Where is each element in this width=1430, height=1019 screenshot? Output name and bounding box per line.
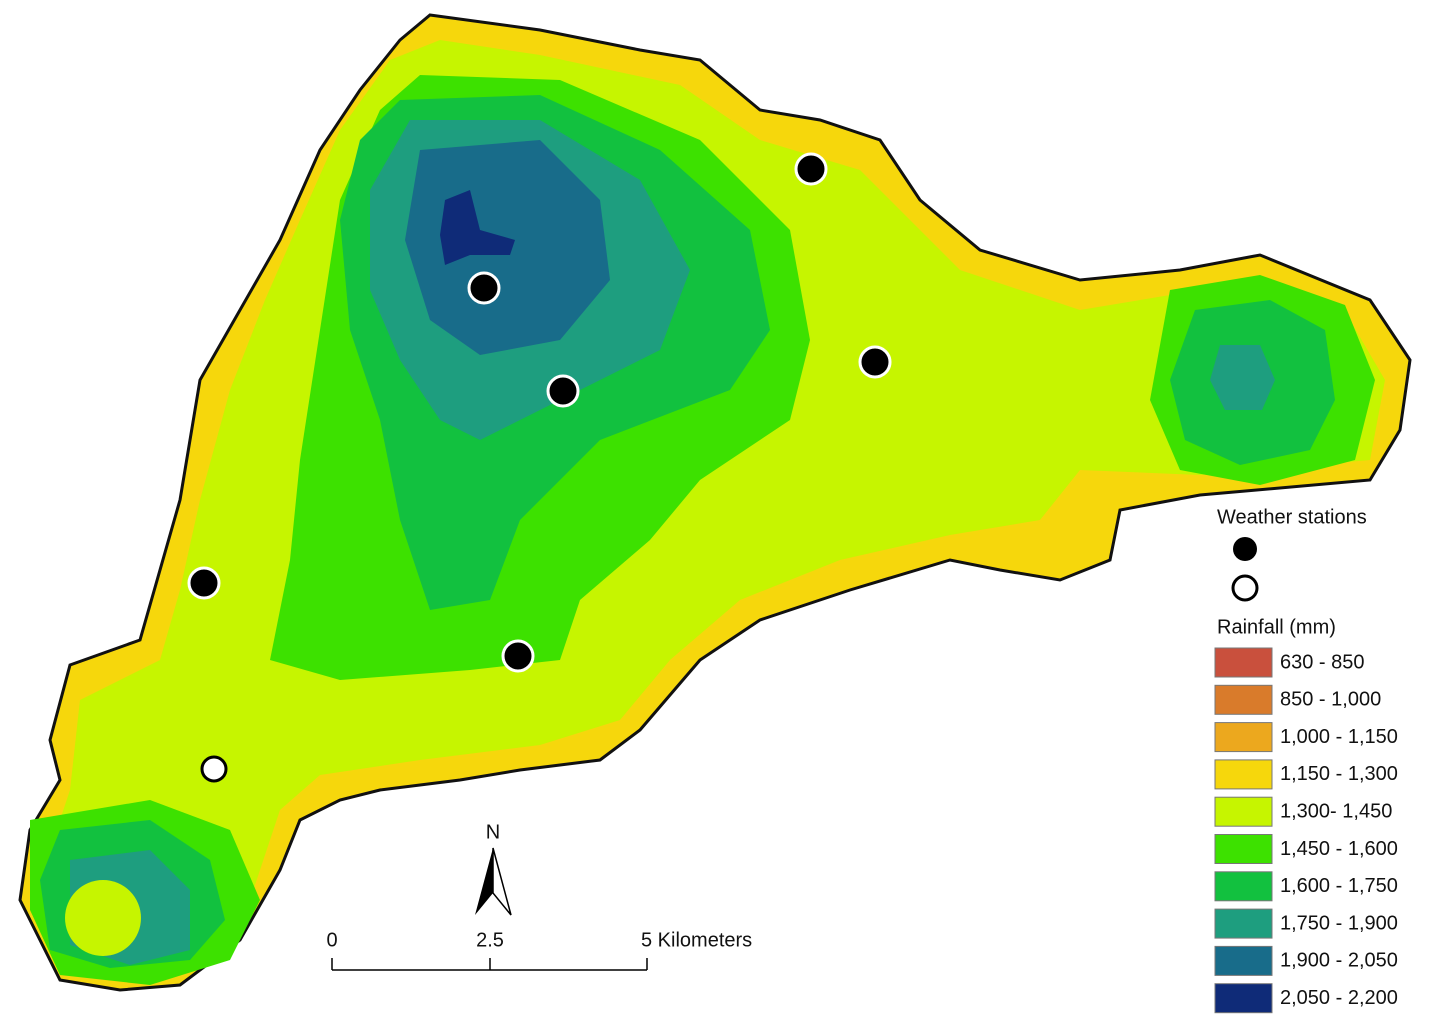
station [200, 755, 228, 783]
legend-label: 1,300- 1,450 [1280, 800, 1392, 822]
legend-label: 1,000 - 1,150 [1280, 726, 1398, 748]
zone [440, 190, 515, 265]
station [467, 271, 501, 305]
north-label: N [486, 821, 500, 843]
scale-bar [331, 958, 648, 971]
legend-label: 1,150 - 1,300 [1280, 763, 1398, 785]
legend-swatch [1214, 871, 1273, 902]
legend-swatch [1214, 647, 1273, 678]
legend-swatch [1214, 684, 1273, 715]
legend-swatch [1214, 834, 1273, 864]
north-arrow: N [475, 821, 512, 916]
arrow [492, 847, 512, 916]
scale-label: 5 Kilometers [641, 929, 752, 951]
legend-label: 1,900 - 2,050 [1280, 950, 1398, 972]
legend-label: 1,750 - 1,900 [1280, 912, 1398, 934]
island [18, 13, 1412, 992]
legend-title: Rainfall (mm) [1217, 616, 1336, 638]
stations [187, 152, 892, 783]
station [858, 345, 892, 379]
legend-swatch [1214, 796, 1273, 827]
station [546, 374, 580, 408]
legend-swatch [1214, 908, 1273, 939]
legend-label: 850 - 1,000 [1280, 689, 1381, 711]
zone [1210, 345, 1275, 410]
station [501, 639, 535, 673]
scale-label: 2.5 [476, 929, 504, 951]
legend-label: 630 - 850 [1280, 651, 1365, 673]
station [187, 566, 221, 600]
legend-swatch [1214, 983, 1273, 1014]
legend-label: 1,600 - 1,750 [1280, 875, 1398, 897]
legend-label: 2,050 - 2,200 [1280, 987, 1398, 1009]
legend-symbol [1233, 537, 1257, 561]
arrow [475, 848, 493, 915]
legend-symbol [1231, 574, 1259, 602]
legend-swatch [1214, 759, 1273, 790]
legend-swatch [1214, 945, 1273, 976]
zone [65, 880, 141, 956]
legend-label: 1,450 - 1,600 [1280, 838, 1398, 860]
legend: Weather stations Rainfall (mm) 630 - 850… [1214, 506, 1398, 1014]
scale-label: 0 [326, 929, 337, 951]
legend-swatch [1214, 722, 1273, 753]
station [794, 152, 828, 186]
legend-title: Weather stations [1217, 506, 1367, 528]
